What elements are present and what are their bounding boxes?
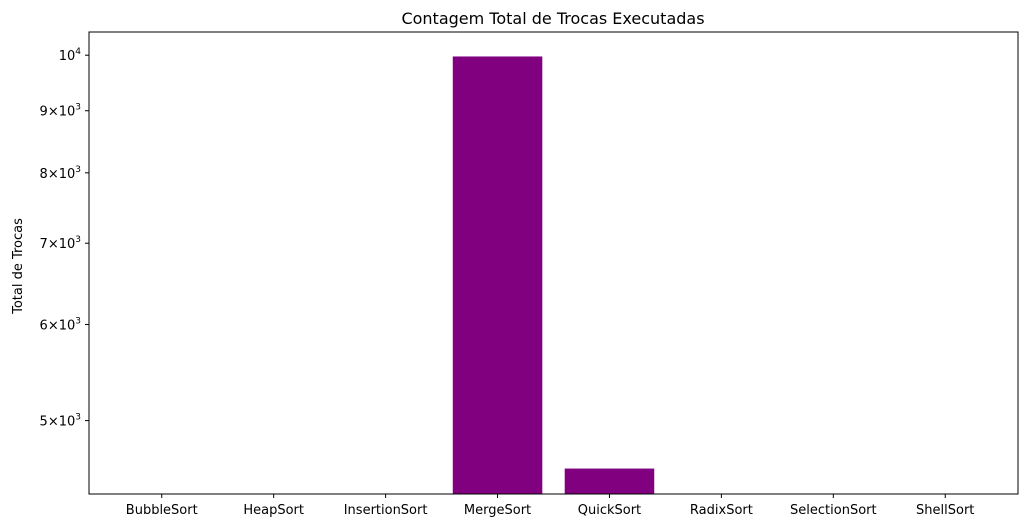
plot-area-frame (88, 31, 1019, 495)
y-tick-label: 104 (59, 47, 82, 64)
chart-title: Contagem Total de Trocas Executadas (401, 9, 704, 28)
x-tick-label: QuickSort (578, 503, 641, 518)
bars-group (452, 56, 655, 494)
x-tick-label: MergeSort (464, 503, 531, 518)
bar-mergesort (452, 56, 543, 494)
y-axis-ticks: 5×103 6×103 7×103 8×103 9×103 104 (40, 47, 89, 430)
x-tick-label: SelectionSort (790, 503, 877, 518)
x-tick-label: BubbleSort (126, 503, 198, 518)
x-axis-ticks: BubbleSort HeapSort InsertionSort MergeSort… (126, 494, 974, 518)
x-tick-label: ShellSort (916, 503, 974, 518)
x-tick-label: HeapSort (243, 503, 304, 518)
y-tick-label: 7×103 (40, 235, 81, 252)
y-axis-label: Total de Trocas (11, 218, 26, 315)
x-tick-label: RadixSort (690, 503, 753, 518)
x-tick-label: InsertionSort (344, 503, 428, 518)
y-tick-label: 9×103 (40, 103, 81, 120)
y-tick-label: 5×103 (40, 413, 81, 430)
bar-quicksort (564, 468, 655, 494)
y-tick-label: 6×103 (40, 316, 81, 333)
y-tick-label: 8×103 (40, 165, 81, 182)
